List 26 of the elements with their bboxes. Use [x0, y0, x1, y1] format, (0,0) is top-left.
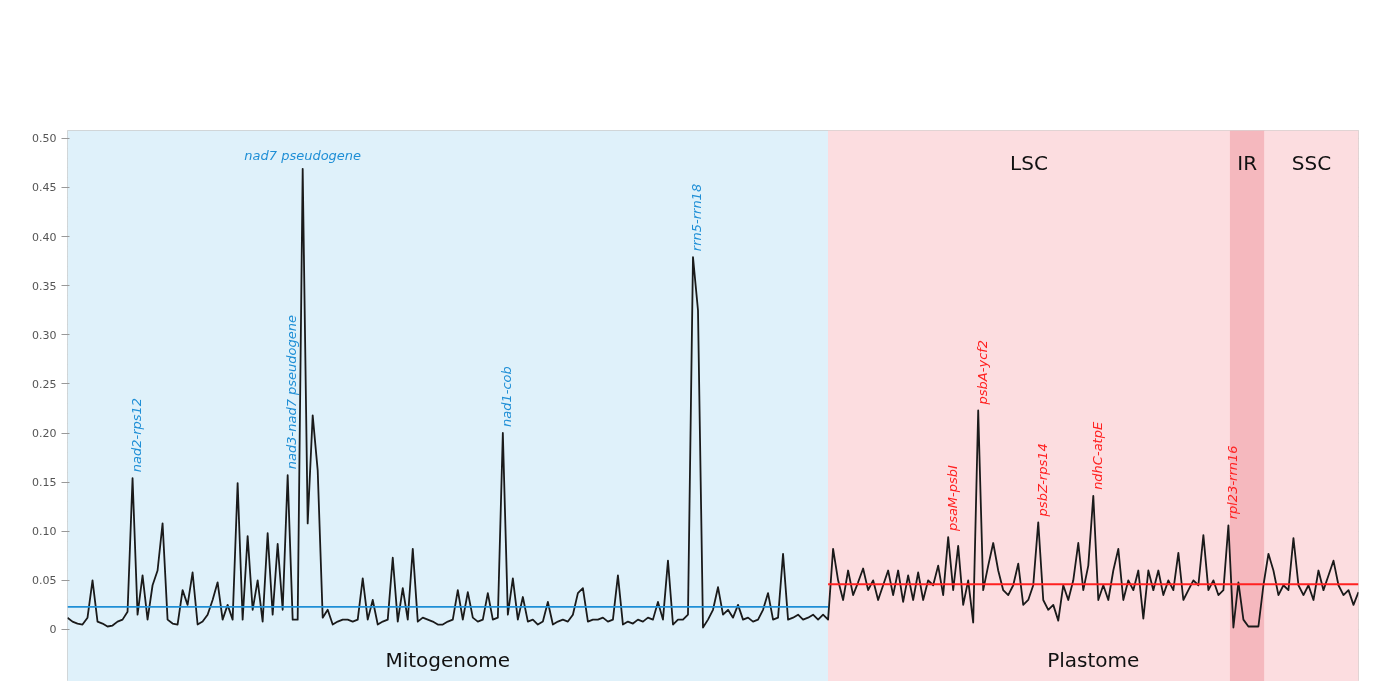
annotation: psbA-ycf2: [974, 339, 990, 406]
y-tick-label: 0: [49, 623, 57, 637]
annotation: psaM-psbI: [944, 464, 960, 533]
annotation: IR: [1237, 150, 1258, 175]
y-tick-label: 0.45: [32, 181, 57, 195]
y-tick-label: 0.10: [32, 525, 57, 539]
y-tick-label: 0.30: [32, 328, 57, 342]
annotation: nad7 pseudogene: [244, 147, 362, 163]
annotation: SSC: [1291, 150, 1332, 175]
annotation: ndhC-atpE: [1089, 421, 1105, 490]
y-tick-label: 0.15: [32, 476, 57, 490]
y-tick-label: 0.05: [32, 574, 57, 588]
annotation: nad1-cob: [499, 366, 515, 428]
annotation: nad2-rps12: [129, 397, 145, 473]
annotation: psbZ-rps14: [1034, 443, 1050, 518]
annotation: Mitogenome: [385, 647, 511, 672]
annotation: LSC: [1010, 150, 1048, 175]
annotation: nad3-nad7 pseudogene: [284, 314, 300, 470]
y-tick-label: 0.20: [32, 427, 57, 441]
annotation: Plastome: [1047, 647, 1140, 672]
y-tick-label: 0.50: [32, 132, 57, 146]
y-tick-label: 0.35: [32, 279, 57, 293]
annotation: rpl23-rrn16: [1224, 445, 1240, 520]
y-tick-label: 0.40: [32, 230, 57, 244]
y-tick-label: 0.25: [32, 377, 57, 391]
annotation: rrn5-rrn18: [689, 183, 705, 252]
